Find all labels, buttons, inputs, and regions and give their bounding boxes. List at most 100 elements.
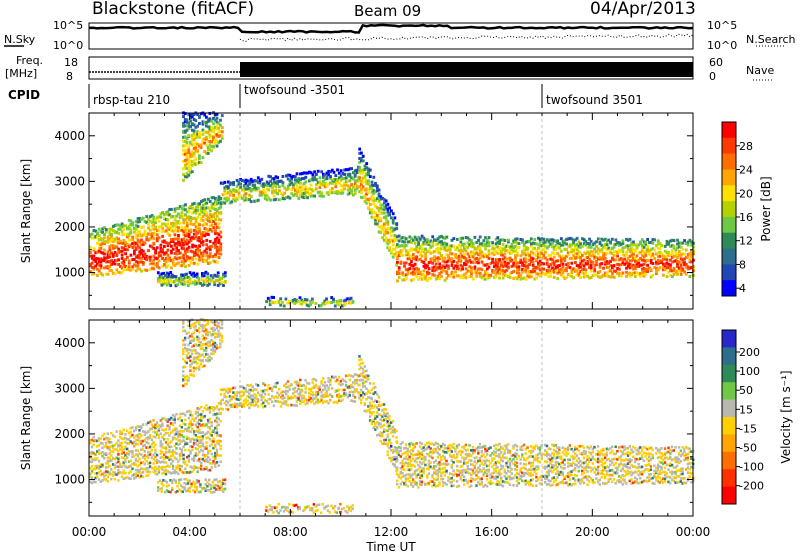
power-cell: [683, 239, 686, 243]
power-cell: [206, 130, 210, 134]
velocity-cell: [192, 339, 196, 342]
power-cell: [138, 230, 142, 234]
velocity-cell: [248, 406, 251, 410]
power-cell: [565, 254, 568, 258]
velocity-cell: [183, 338, 187, 341]
power-cell: [328, 301, 332, 305]
power-cell: [403, 264, 406, 268]
power-cell: [279, 303, 283, 307]
power-cell: [644, 242, 648, 246]
power-cell: [185, 255, 189, 259]
power-cell: [339, 178, 343, 182]
power-cell: [290, 181, 294, 185]
power-cell: [455, 267, 459, 271]
power-cell: [192, 202, 196, 205]
velocity-cell: [337, 396, 341, 399]
velocity-cell: [215, 440, 219, 443]
power-cell: [482, 277, 486, 281]
power-cell: [173, 228, 177, 232]
velocity-cell: [408, 480, 411, 483]
velocity-cell: [103, 432, 106, 436]
velocity-cell: [304, 402, 307, 406]
velocity-cell: [334, 380, 337, 383]
power-cell: [344, 183, 348, 187]
power-cell: [630, 273, 634, 277]
power-cell: [517, 271, 521, 275]
power-cell: [134, 259, 138, 263]
power-cell: [242, 198, 246, 202]
power-cell: [190, 170, 194, 174]
power-cell: [152, 217, 156, 221]
power-cell: [213, 280, 217, 284]
power-cell: [192, 159, 196, 163]
power-cell: [122, 239, 126, 242]
power-cell: [225, 196, 228, 200]
power-cell: [574, 243, 577, 247]
power-cell: [205, 214, 209, 218]
velocity-cell: [120, 437, 124, 440]
power-cell: [215, 126, 219, 130]
velocity-cell: [152, 419, 155, 422]
velocity-cell: [255, 403, 258, 406]
power-cell: [203, 198, 207, 202]
power-cell: [323, 177, 327, 181]
power-cell: [522, 260, 526, 264]
power-cell: [357, 178, 361, 182]
velocity-cell: [278, 387, 281, 391]
power-cell: [605, 248, 609, 251]
velocity-cell: [136, 454, 139, 458]
power-cell: [619, 274, 623, 278]
velocity-cell: [297, 384, 300, 387]
velocity-cell: [285, 392, 288, 396]
velocity-cell: [163, 465, 166, 469]
power-cell: [565, 242, 568, 246]
velocity-cell: [365, 374, 368, 377]
power-cell: [593, 263, 597, 267]
power-cell: [644, 249, 648, 253]
power-cell: [477, 245, 480, 249]
power-cell: [570, 261, 574, 265]
velocity-cell: [214, 431, 217, 435]
power-cell: [117, 223, 120, 227]
power-cell: [117, 247, 120, 251]
velocity-cell: [386, 444, 389, 448]
power-cell: [348, 297, 351, 301]
velocity-cell: [155, 425, 159, 428]
power-cell: [522, 268, 526, 272]
velocity-cell: [208, 426, 212, 429]
power-cell: [185, 162, 189, 166]
velocity-cell: [410, 452, 413, 456]
power-cell: [391, 212, 395, 216]
power-cell: [182, 214, 186, 218]
velocity-cell: [200, 435, 203, 439]
power-cell: [418, 251, 422, 255]
power-cell: [136, 254, 140, 258]
velocity-cell: [363, 370, 366, 373]
power-cell: [330, 168, 334, 172]
power-cell: [491, 247, 494, 251]
power-cell: [288, 300, 291, 304]
power-cell: [463, 273, 466, 277]
velocity-cell: [143, 438, 146, 442]
velocity-cell: [267, 402, 270, 405]
power-cell: [381, 224, 384, 228]
power-cell: [208, 117, 212, 121]
nsky-tick-bottom: 10^0: [53, 39, 83, 52]
velocity-cell: [219, 326, 222, 330]
power-cell: [584, 256, 588, 260]
velocity-cell: [192, 331, 196, 335]
velocity-cell: [175, 467, 178, 471]
power-cell: [148, 237, 152, 241]
velocity-cell: [249, 394, 253, 398]
velocity-cell: [194, 441, 198, 445]
velocity-cell: [180, 430, 183, 433]
power-cell: [480, 260, 484, 264]
power-cell: [524, 260, 528, 264]
velocity-cell: [327, 388, 330, 392]
velocity-cell: [198, 407, 201, 411]
power-cell: [154, 263, 157, 267]
power-cell: [684, 265, 688, 269]
power-cell: [249, 187, 253, 191]
velocity-cell: [194, 423, 198, 427]
power-cell: [232, 197, 235, 201]
